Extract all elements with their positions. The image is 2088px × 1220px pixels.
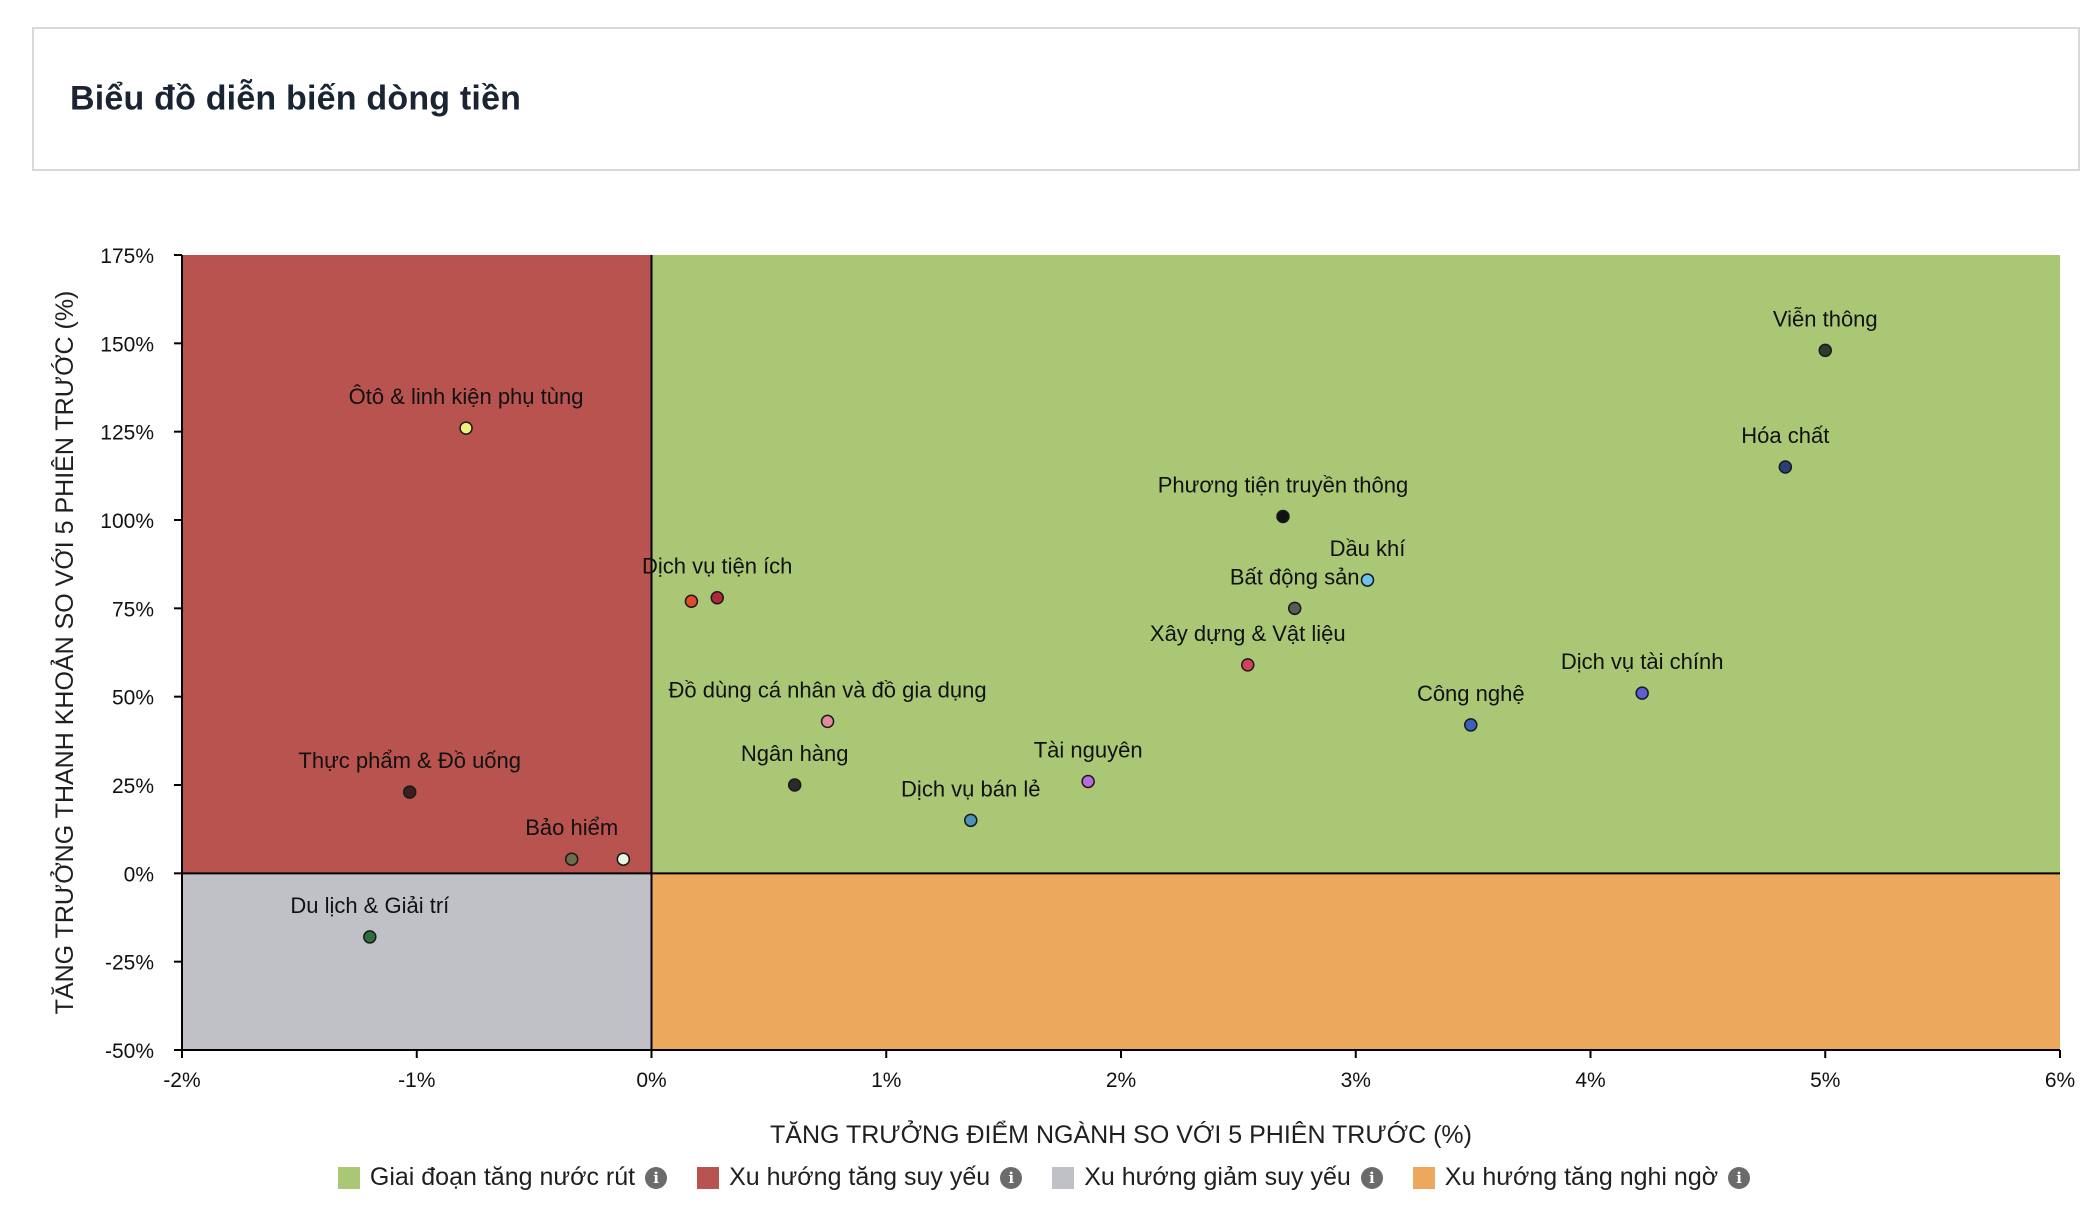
chart-title-card: Biểu đồ diễn biến dòng tiền	[32, 27, 2080, 171]
data-point	[710, 590, 724, 605]
info-icon[interactable]: i	[1728, 1166, 1751, 1189]
legend-swatch	[697, 1166, 720, 1189]
legend-swatch	[337, 1166, 360, 1189]
x-tick-label: 1%	[871, 1069, 901, 1092]
x-tick-label: 6%	[2045, 1069, 2075, 1092]
data-point	[564, 852, 579, 866]
data-point	[1635, 686, 1649, 700]
info-icon[interactable]: i	[1000, 1166, 1023, 1189]
data-point	[1287, 601, 1302, 616]
data-point	[1464, 718, 1478, 732]
chart-legend: Giai đoạn tăng nước rút i Xu hướng tăng …	[0, 1163, 2088, 1192]
data-point-label: Hóa chất	[1741, 423, 1829, 448]
y-tick-label: 125%	[100, 422, 154, 445]
data-point	[363, 930, 377, 944]
x-tick-label: -1%	[398, 1069, 435, 1092]
x-tick-label: 0%	[636, 1069, 666, 1092]
legend-swatch	[1052, 1166, 1075, 1189]
data-point	[1360, 573, 1375, 587]
y-tick-label: 75%	[112, 598, 154, 621]
data-point-label: Dịch vụ tài chính	[1561, 649, 1724, 674]
legend-swatch	[1412, 1166, 1435, 1189]
quadrant-region	[651, 873, 2060, 1050]
data-point-label: Công nghệ	[1417, 681, 1525, 706]
x-tick-label: -2%	[163, 1069, 200, 1092]
legend-label: Xu hướng giảm suy yếu	[1084, 1163, 1351, 1191]
data-point-label: Ngân hàng	[741, 741, 849, 766]
legend-item-doubtful-uptrend[interactable]: Xu hướng tăng nghi ngờ i	[1412, 1163, 1751, 1192]
y-tick-label: -50%	[105, 1040, 154, 1063]
legend-item-weakening-downtrend[interactable]: Xu hướng giảm suy yếu i	[1052, 1163, 1383, 1192]
data-point	[1818, 343, 1832, 358]
legend-label: Giai đoạn tăng nước rút	[369, 1163, 636, 1191]
data-point	[964, 813, 978, 828]
legend-item-weakening-uptrend[interactable]: Xu hướng tăng suy yếu i	[697, 1163, 1023, 1192]
points-layer	[363, 343, 1832, 944]
y-tick-label: 25%	[112, 775, 154, 798]
y-tick-label: 100%	[100, 510, 154, 533]
legend-label: Xu hướng tăng nghi ngờ	[1444, 1163, 1719, 1191]
data-point-label: Thực phẩm & Đồ uống	[298, 748, 521, 773]
x-tick-label: 5%	[1810, 1069, 1840, 1092]
x-tick-label: 4%	[1575, 1069, 1605, 1092]
y-tick-label: 0%	[124, 863, 154, 886]
quadrant-region	[182, 255, 652, 874]
quadrant-layer	[182, 255, 2060, 1050]
data-point	[616, 852, 631, 866]
info-icon[interactable]: i	[1360, 1166, 1383, 1189]
data-point-label: Dầu khí	[1330, 536, 1406, 561]
data-point	[459, 421, 473, 435]
data-point-label: Tài nguyên	[1034, 737, 1143, 762]
x-tick-label: 3%	[1341, 1069, 1371, 1092]
data-point	[1276, 509, 1290, 524]
legend-label: Xu hướng tăng suy yếu	[729, 1163, 991, 1191]
label-layer: Viễn thông Hóa chất Phương tiện truyền thô…	[290, 306, 1877, 918]
quadrant-region	[651, 255, 2060, 874]
page-title: Biểu đồ diễn biến dòng tiền	[70, 79, 522, 118]
y-tick-label: 150%	[100, 333, 154, 356]
data-point	[1241, 658, 1255, 672]
y-tick-label: 50%	[112, 687, 154, 710]
quadrant-region	[182, 873, 652, 1050]
y-axis-title: TĂNG TRƯỞNG THANH KHOẢN SO VỚI 5 PHIÊN T…	[49, 291, 79, 1015]
data-point-label: Viễn thông	[1773, 306, 1878, 331]
data-point-label: Bảo hiểm	[525, 815, 618, 840]
data-point-label: Phương tiện truyền thông	[1158, 472, 1409, 497]
data-point	[684, 594, 699, 609]
data-point-label: Dịch vụ bán lẻ	[901, 776, 1040, 801]
data-point	[402, 785, 417, 799]
axis-layer: -50% -25% 0% 25% 50% 75% 100% 125% 150% 175% -2% -1…	[49, 245, 2075, 1149]
info-icon[interactable]: i	[645, 1166, 668, 1189]
data-point-label: Dịch vụ tiện ích	[642, 554, 792, 579]
x-tick-label: 2%	[1106, 1069, 1136, 1092]
scatter-chart: -50% -25% 0% 25% 50% 75% 100% 125% 150% 175% -2% -1…	[49, 245, 2075, 1149]
legend-item-sprint[interactable]: Giai đoạn tăng nước rút i	[337, 1163, 668, 1192]
data-point-label: Ôtô & linh kiện phụ tùng	[349, 384, 584, 409]
data-point-label: Du lịch & Giải trí	[290, 893, 449, 918]
data-point-label: Đồ dùng cá nhân và đồ gia dụng	[669, 677, 987, 702]
x-axis-title: TĂNG TRƯỞNG ĐIỂM NGÀNH SO VỚI 5 PHIÊN TR…	[770, 1119, 1472, 1149]
data-point-label: Xây dựng & Vật liệu	[1150, 621, 1346, 646]
data-point	[1081, 774, 1095, 789]
data-point	[787, 778, 802, 792]
data-point-label: Bất động sản	[1230, 564, 1360, 589]
data-point	[1778, 460, 1793, 474]
data-point	[820, 714, 835, 729]
y-tick-label: -25%	[105, 952, 154, 975]
y-tick-label: 175%	[100, 245, 154, 268]
